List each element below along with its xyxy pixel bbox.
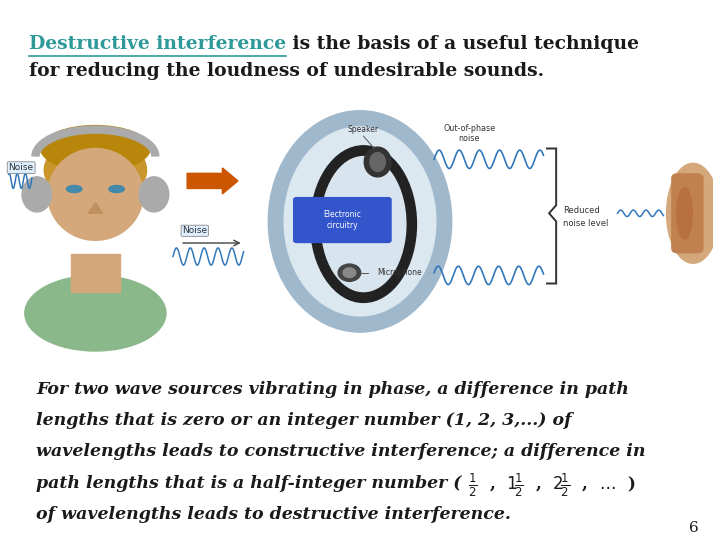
Text: of wavelengths leads to destructive interference.: of wavelengths leads to destructive inte…: [36, 506, 511, 523]
Text: 6: 6: [688, 521, 698, 535]
Ellipse shape: [310, 146, 416, 302]
FancyArrow shape: [187, 168, 238, 194]
Ellipse shape: [41, 125, 150, 172]
FancyBboxPatch shape: [294, 198, 391, 242]
Ellipse shape: [364, 147, 391, 177]
Text: Out-of-phase: Out-of-phase: [444, 124, 495, 133]
Circle shape: [343, 268, 356, 278]
Bar: [71, 254, 120, 292]
Ellipse shape: [321, 157, 406, 292]
Text: Noise: Noise: [9, 163, 34, 172]
Polygon shape: [89, 202, 102, 213]
Text: Microphone: Microphone: [377, 268, 422, 277]
Text: lengths that is zero or an integer number (1, 2, 3,...) of: lengths that is zero or an integer numbe…: [36, 412, 572, 429]
Text: Noise: Noise: [182, 226, 207, 235]
Ellipse shape: [24, 275, 166, 351]
Ellipse shape: [66, 186, 82, 192]
Ellipse shape: [269, 111, 451, 332]
Text: Reduced: Reduced: [563, 206, 600, 215]
Ellipse shape: [48, 148, 143, 240]
FancyBboxPatch shape: [672, 174, 703, 253]
Text: Destructive interference: Destructive interference: [29, 35, 286, 53]
Circle shape: [338, 264, 361, 281]
Ellipse shape: [139, 177, 168, 212]
Text: noise: noise: [459, 134, 480, 144]
Text: for reducing the loudness of undesirable sounds.: for reducing the loudness of undesirable…: [29, 62, 544, 80]
Text: For two wave sources vibrating in phase, a difference in path: For two wave sources vibrating in phase,…: [36, 381, 629, 397]
Ellipse shape: [370, 152, 385, 172]
Ellipse shape: [284, 127, 436, 316]
Text: $\frac{1}{2}$  ,  $1\!\frac{1}{2}$  ,  $2\!\frac{1}{2}$  ,  $\ldots$  ): $\frac{1}{2}$ , $1\!\frac{1}{2}$ , $2\!\…: [467, 472, 635, 500]
Text: wavelengths leads to constructive interference; a difference in: wavelengths leads to constructive interf…: [36, 443, 646, 460]
Ellipse shape: [44, 138, 147, 202]
Ellipse shape: [22, 177, 52, 212]
Text: Speaker: Speaker: [348, 125, 379, 134]
Text: Electronic
circuitry: Electronic circuitry: [323, 211, 361, 229]
Ellipse shape: [667, 163, 719, 263]
Text: noise level: noise level: [563, 219, 608, 228]
Ellipse shape: [109, 186, 125, 192]
Text: path lengths that is a half-integer number (: path lengths that is a half-integer numb…: [36, 475, 467, 491]
Text: is the basis of a useful technique: is the basis of a useful technique: [286, 35, 639, 53]
Ellipse shape: [677, 187, 693, 239]
